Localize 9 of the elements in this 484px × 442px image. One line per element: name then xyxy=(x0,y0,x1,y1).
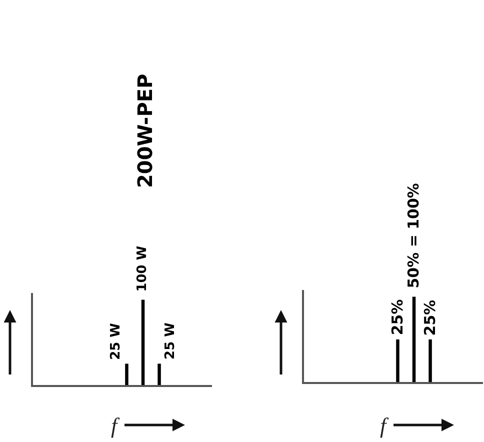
data-label: 25 W xyxy=(108,322,124,360)
data-label: 25% xyxy=(420,300,439,336)
data-label: 25 W xyxy=(163,322,178,360)
data-label: 100 W xyxy=(135,246,150,292)
data-label: 25% xyxy=(388,299,406,336)
x-axis-title: f xyxy=(111,413,120,438)
chart-title: 200W-PEP xyxy=(133,74,157,188)
data-label: 50% = 100% xyxy=(404,183,423,288)
x-axis-title: f xyxy=(380,413,389,438)
